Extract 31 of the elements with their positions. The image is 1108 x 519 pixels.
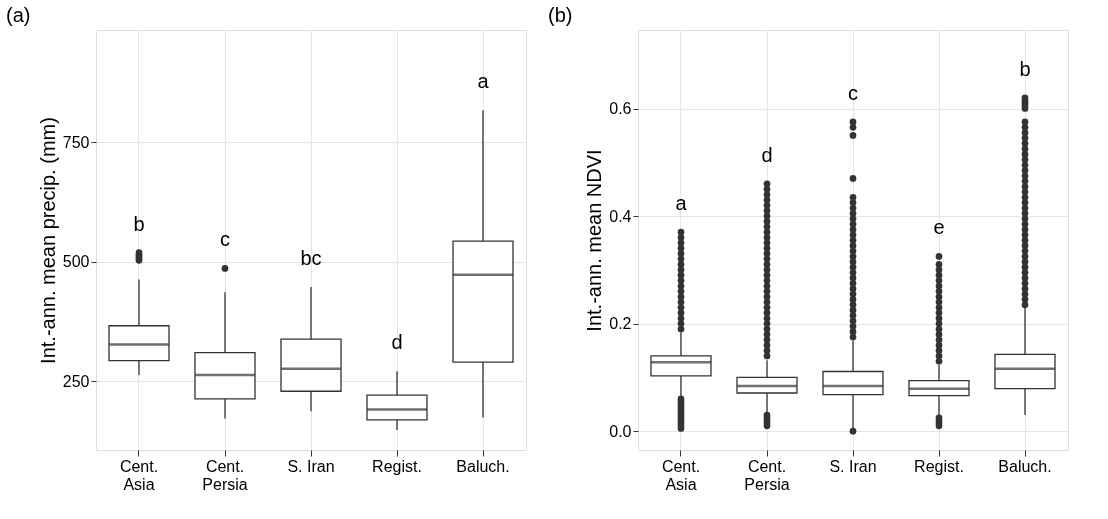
x-tick-label: Baluch. bbox=[456, 457, 510, 475]
y-tick-label: 250 bbox=[62, 372, 90, 390]
annotation: c bbox=[848, 81, 858, 104]
x-tick-label: Cent. Persia bbox=[744, 457, 790, 493]
x-tick-label: Regist. bbox=[914, 457, 964, 475]
y-tick-label: 750 bbox=[62, 133, 90, 151]
annotation: b bbox=[1019, 57, 1031, 80]
annotation: d bbox=[761, 143, 773, 166]
y-tick-label: 0.2 bbox=[609, 315, 632, 333]
y-tick-label: 0.0 bbox=[609, 422, 632, 440]
x-tick-label: S. Iran bbox=[287, 457, 335, 475]
annotation: a bbox=[477, 70, 490, 93]
y-axis-title: Int.-ann. mean precip. (mm) bbox=[36, 117, 59, 364]
annotation: c bbox=[220, 228, 230, 251]
x-tick-label: Baluch. bbox=[998, 457, 1052, 475]
y-axis-title: Int.-ann. mean NDVI bbox=[583, 149, 606, 332]
x-tick-label: S. Iran bbox=[829, 457, 877, 475]
x-tick-label: Cent. Asia bbox=[661, 457, 701, 493]
x-tick-label: Cent. Asia bbox=[119, 457, 159, 493]
x-tick-label: Regist. bbox=[372, 457, 422, 475]
chart-title: (a) bbox=[6, 4, 31, 26]
y-tick-label: 0.4 bbox=[609, 207, 632, 225]
y-tick-label: 0.6 bbox=[609, 100, 632, 118]
chart-title: (b) bbox=[548, 4, 573, 26]
annotation: bc bbox=[300, 247, 322, 270]
x-tick-label: Cent. Persia bbox=[202, 457, 248, 493]
annotation: e bbox=[933, 216, 945, 239]
annotation: b bbox=[133, 212, 145, 235]
annotation: a bbox=[675, 192, 688, 215]
annotation: d bbox=[391, 331, 403, 354]
y-tick-label: 500 bbox=[62, 253, 90, 271]
